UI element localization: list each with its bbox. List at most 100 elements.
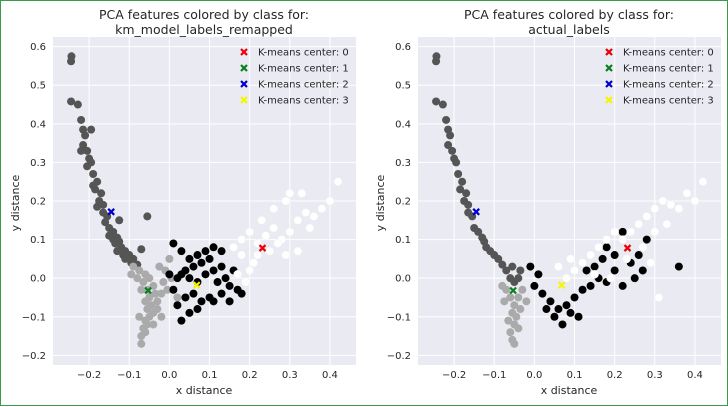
scatter-point-class-2 xyxy=(530,281,539,290)
scatter-point-class-3 xyxy=(562,273,571,283)
scatter-point-class-2 xyxy=(526,262,535,271)
center-marker-1-stroke xyxy=(509,286,517,295)
scatter-point-class-1 xyxy=(157,289,166,298)
x-axis-label: x distance xyxy=(176,384,233,397)
scatter-point-class-1 xyxy=(512,312,521,321)
scatter-point-class-1 xyxy=(153,297,162,306)
scatter-point-class-3 xyxy=(642,212,652,221)
scatter-point-class-0 xyxy=(89,169,98,178)
scatter-point-class-0 xyxy=(73,100,82,109)
center-marker-0-stroke xyxy=(623,244,632,252)
scatter-point-class-2 xyxy=(674,262,683,271)
scatter-point-class-0 xyxy=(474,227,483,236)
scatter-point-class-2 xyxy=(193,305,202,314)
legend-label-0: K-means center: 0 xyxy=(258,48,349,59)
legend-marker-3-stroke xyxy=(240,96,248,104)
scatter-point-class-3 xyxy=(317,204,327,213)
x-tick-label: 0.4 xyxy=(687,370,703,381)
y-tick-label: −0.1 xyxy=(22,312,46,323)
scatter-point-class-2 xyxy=(221,274,230,283)
scatter-point-class-1 xyxy=(514,324,523,333)
scatter-point-class-0 xyxy=(516,266,525,275)
legend-marker-1 xyxy=(605,64,613,72)
scatter-point-class-2 xyxy=(574,312,583,321)
scatter-point-class-3 xyxy=(566,254,575,264)
y-axis-label: y distance xyxy=(374,174,387,231)
scatter-point-class-3 xyxy=(638,243,647,252)
scatter-point-class-3 xyxy=(281,196,291,206)
scatter-point-class-3 xyxy=(249,258,258,267)
scatter-point-class-2 xyxy=(217,247,226,256)
legend-marker-1-stroke xyxy=(240,64,248,72)
scatter-point-class-3 xyxy=(245,227,254,237)
scatter-point-class-2 xyxy=(209,266,218,275)
scatter-point-class-2 xyxy=(566,308,575,317)
scatter-point-class-1 xyxy=(504,316,513,325)
x-tick-label: 0.4 xyxy=(322,370,338,381)
scatter-point-class-3 xyxy=(590,270,599,279)
scatter-point-class-2 xyxy=(173,301,182,310)
scatter-point-class-0 xyxy=(93,202,102,211)
scatter-point-class-2 xyxy=(638,266,647,275)
scatter-point-class-2 xyxy=(550,312,559,321)
scatter-point-class-3 xyxy=(674,204,684,213)
scatter-point-class-1 xyxy=(153,305,162,314)
scatter-point-class-0 xyxy=(432,57,441,66)
center-marker-3-stroke xyxy=(192,281,201,289)
scatter-point-class-2 xyxy=(586,281,595,290)
y-tick-label: 0.0 xyxy=(30,274,46,285)
scatter-point-class-2 xyxy=(534,270,543,279)
scatter-point-class-0 xyxy=(502,266,511,275)
scatter-point-class-3 xyxy=(650,204,660,213)
scatter-point-class-2 xyxy=(562,301,571,310)
scatter-point-class-3 xyxy=(698,177,708,186)
scatter-point-class-2 xyxy=(213,278,222,287)
scatter-point-class-2 xyxy=(181,293,190,302)
scatter-point-class-3 xyxy=(305,223,315,233)
scatter-point-class-3 xyxy=(285,227,295,237)
scatter-point-class-1 xyxy=(514,293,523,302)
x-tick-label: −0.1 xyxy=(482,370,506,381)
x-tick-label: 0.2 xyxy=(242,370,258,381)
scatter-point-class-1 xyxy=(165,254,174,263)
scatter-point-class-3 xyxy=(229,243,238,252)
y-tick-label: 0.3 xyxy=(395,158,411,169)
scatter-point-class-3 xyxy=(606,273,615,283)
y-tick-label: 0.4 xyxy=(30,119,46,130)
scatter-point-class-0 xyxy=(446,131,455,140)
scatter-point-class-1 xyxy=(149,320,158,329)
center-marker-2 xyxy=(472,208,480,216)
scatter-point-class-0 xyxy=(444,141,453,150)
y-tick-label: −0.2 xyxy=(22,351,46,362)
scatter-point-class-3 xyxy=(662,219,672,229)
scatter-point-class-1 xyxy=(498,281,507,290)
scatter-point-class-0 xyxy=(67,97,76,106)
scatter-point-class-1 xyxy=(135,266,144,275)
scatter-point-class-2 xyxy=(618,281,627,290)
scatter-point-class-0 xyxy=(456,185,465,194)
scatter-point-class-2 xyxy=(197,258,206,267)
legend-label-2: K-means center: 2 xyxy=(258,80,349,91)
scatter-point-class-2 xyxy=(197,297,206,306)
legend-marker-0 xyxy=(240,48,248,56)
y-tick-label: 0.1 xyxy=(30,235,46,246)
scatter-point-class-0 xyxy=(452,158,461,167)
scatter-point-class-0 xyxy=(143,212,152,221)
center-marker-3 xyxy=(192,281,201,289)
scatter-point-class-1 xyxy=(151,289,160,298)
scatter-point-class-3 xyxy=(622,254,631,264)
scatter-point-class-2 xyxy=(217,289,226,298)
y-tick-label: 0.2 xyxy=(30,197,46,208)
scatter-point-class-3 xyxy=(237,235,246,244)
scatter-point-class-2 xyxy=(602,243,611,252)
scatter-point-class-0 xyxy=(97,189,106,198)
center-marker-2-stroke xyxy=(472,208,480,216)
scatter-point-class-3 xyxy=(233,270,242,279)
scatter-point-class-2 xyxy=(181,266,190,275)
scatter-point-class-3 xyxy=(658,196,668,206)
center-marker-1 xyxy=(509,286,517,295)
legend-marker-0-stroke xyxy=(605,48,613,56)
scatter-point-class-3 xyxy=(634,219,643,229)
scatter-point-class-3 xyxy=(610,227,619,237)
